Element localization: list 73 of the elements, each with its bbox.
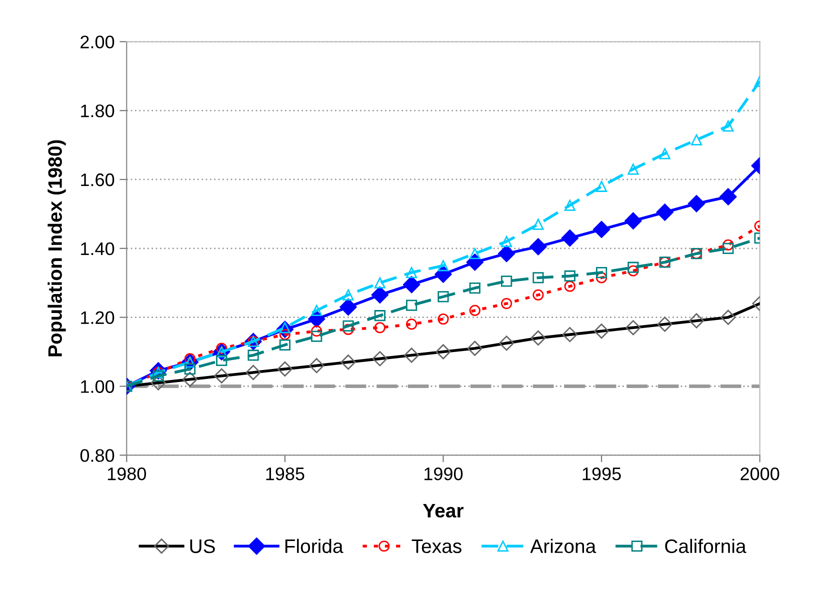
point bbox=[406, 266, 418, 278]
point bbox=[720, 188, 737, 206]
x-tick-label: 1990 bbox=[424, 467, 463, 480]
point bbox=[469, 282, 480, 294]
y-tick-label: 1.20 bbox=[81, 311, 114, 324]
x-axis-title: Year bbox=[423, 504, 464, 518]
y-tick-label: 0.80 bbox=[80, 449, 114, 462]
point bbox=[500, 276, 512, 287]
point bbox=[561, 230, 578, 247]
point bbox=[596, 272, 608, 284]
legend-label: US bbox=[190, 539, 215, 554]
point bbox=[342, 320, 354, 332]
point bbox=[311, 304, 322, 316]
point bbox=[530, 238, 547, 256]
point bbox=[628, 164, 639, 175]
point bbox=[628, 262, 639, 273]
point bbox=[406, 318, 418, 330]
point bbox=[469, 248, 480, 260]
point bbox=[248, 350, 259, 361]
point bbox=[596, 180, 608, 192]
point bbox=[403, 276, 420, 294]
point bbox=[374, 277, 386, 288]
point bbox=[564, 280, 576, 292]
point bbox=[311, 330, 322, 342]
y-tick-label: 1.80 bbox=[81, 104, 114, 118]
point bbox=[342, 289, 354, 300]
point bbox=[722, 242, 734, 254]
point bbox=[532, 272, 544, 284]
y-axis-title: Population Index (1980) bbox=[48, 140, 66, 356]
point bbox=[500, 236, 512, 248]
legend-label: Texas bbox=[412, 540, 462, 554]
x-tick-label: 1980 bbox=[108, 467, 146, 480]
point bbox=[371, 286, 388, 304]
point bbox=[469, 304, 480, 316]
point bbox=[690, 134, 702, 146]
point bbox=[722, 239, 734, 251]
x-tick-label: 2000 bbox=[740, 467, 780, 480]
point bbox=[722, 120, 734, 132]
point bbox=[688, 195, 706, 212]
y-tick-label: 1.60 bbox=[81, 173, 114, 186]
point bbox=[532, 218, 544, 230]
y-tick-label: 1.00 bbox=[81, 380, 114, 393]
point bbox=[500, 298, 512, 310]
point bbox=[466, 254, 484, 271]
x-tick-label: 1985 bbox=[266, 467, 304, 480]
point bbox=[564, 270, 576, 282]
point bbox=[624, 212, 642, 230]
point bbox=[434, 266, 452, 283]
point bbox=[438, 314, 449, 325]
point bbox=[374, 322, 386, 334]
y-tick-label: 2.00 bbox=[80, 36, 114, 48]
point bbox=[406, 300, 418, 311]
point bbox=[216, 354, 228, 366]
point bbox=[656, 204, 674, 221]
point bbox=[659, 148, 670, 160]
point bbox=[532, 289, 544, 300]
legend-label: Arizona bbox=[530, 538, 596, 554]
legend-label: California bbox=[665, 538, 746, 554]
point bbox=[564, 200, 576, 211]
legend-label: Florida bbox=[285, 538, 344, 554]
point bbox=[592, 220, 610, 238]
point bbox=[374, 310, 386, 322]
point bbox=[184, 363, 196, 375]
y-tick-label: 1.40 bbox=[81, 242, 114, 256]
point bbox=[498, 245, 516, 262]
x-tick-label: 1995 bbox=[582, 467, 621, 480]
point bbox=[628, 265, 639, 276]
point bbox=[438, 291, 449, 302]
point bbox=[340, 298, 357, 316]
point bbox=[596, 266, 608, 278]
point bbox=[279, 339, 290, 350]
point bbox=[311, 326, 322, 337]
point bbox=[438, 260, 449, 272]
